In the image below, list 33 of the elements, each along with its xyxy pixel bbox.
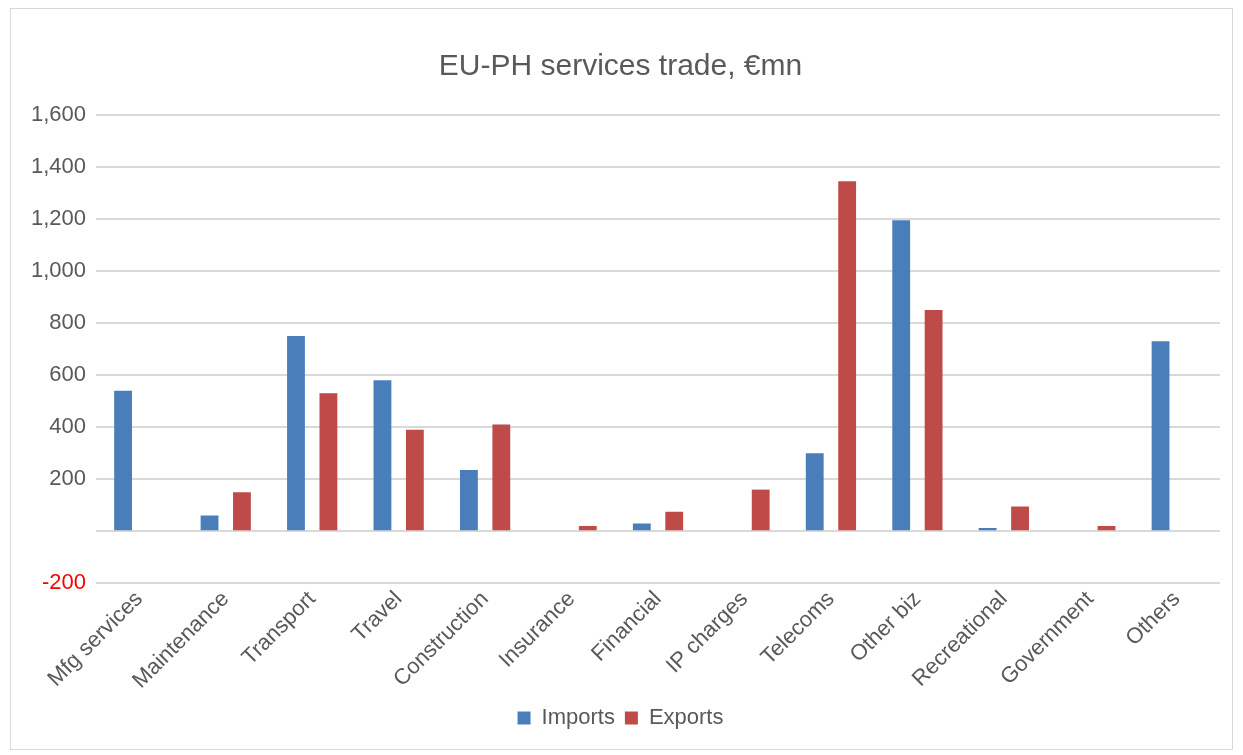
legend-label: Exports <box>648 704 724 730</box>
legend-label: Imports <box>541 704 615 730</box>
bar <box>924 310 943 531</box>
bar <box>838 181 857 531</box>
y-tick-label: 800 <box>49 309 87 335</box>
bar <box>751 489 770 531</box>
bar <box>1097 526 1116 531</box>
y-tick-label: 1,000 <box>30 257 87 283</box>
bar <box>114 390 132 531</box>
bar <box>1151 341 1170 531</box>
y-tick-label: 1,400 <box>30 153 87 179</box>
y-tick-label: 1,200 <box>30 205 87 231</box>
y-tick-label: 200 <box>49 465 87 491</box>
bar <box>665 511 684 531</box>
bar <box>492 424 511 531</box>
y-tick-label: 400 <box>49 413 87 439</box>
bar <box>319 393 338 531</box>
bar <box>200 515 219 531</box>
bar <box>405 429 424 531</box>
bar <box>233 492 251 531</box>
bar <box>892 220 911 531</box>
y-tick-label: 600 <box>49 361 87 387</box>
y-tick-label: 1,600 <box>30 101 87 127</box>
bar <box>978 528 997 531</box>
bar <box>1011 506 1029 531</box>
bar <box>459 470 478 531</box>
bar <box>578 526 597 531</box>
bar <box>632 523 651 531</box>
bar <box>373 380 392 531</box>
bar <box>805 453 824 531</box>
y-tick-label: -200 <box>42 569 87 595</box>
chart-title: EU-PH services trade, €mn <box>438 48 803 82</box>
bar <box>287 336 305 531</box>
